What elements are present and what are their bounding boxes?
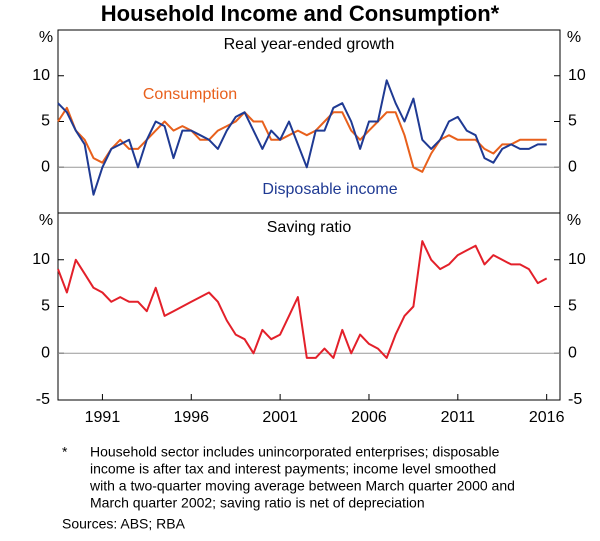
series-line — [57, 240, 548, 359]
y-tick-label: 0 — [41, 158, 50, 175]
series-line — [57, 106, 547, 173]
sources: Sources: ABS; RBA — [62, 516, 186, 532]
x-tick-label: 1991 — [85, 409, 121, 426]
y-unit: % — [39, 29, 53, 46]
series-label: Disposable income — [262, 181, 397, 198]
y-tick-label: -5 — [36, 391, 50, 408]
chart-title: Household Income and Consumption* — [101, 1, 500, 26]
y-tick-label: 10 — [568, 251, 586, 268]
series-label: Consumption — [143, 86, 237, 103]
footnote-marker: * — [62, 444, 68, 460]
footnote-line: with a two-quarter moving average betwee… — [89, 478, 515, 494]
y-tick-label: 5 — [41, 113, 50, 130]
y-tick-label: 5 — [568, 298, 577, 315]
x-tick-label: 2006 — [351, 409, 387, 426]
y-tick-label: -5 — [568, 391, 582, 408]
panel-title: Real year-ended growth — [224, 36, 395, 53]
footnote-line: Household sector includes unincorporated… — [90, 444, 500, 460]
footnote-line: income is after tax and interest payment… — [90, 461, 496, 477]
footnote-line: March quarter 2002; saving ratio is net … — [90, 495, 425, 511]
y-tick-label: 0 — [41, 344, 50, 361]
x-tick-label: 1996 — [173, 409, 209, 426]
y-tick-label: 5 — [568, 113, 577, 130]
y-unit: % — [39, 212, 53, 229]
y-tick-label: 10 — [32, 251, 50, 268]
x-tick-label: 2016 — [529, 409, 565, 426]
y-unit: % — [567, 29, 581, 46]
series-line — [57, 79, 547, 196]
x-tick-label: 2001 — [262, 409, 298, 426]
panel-title: Saving ratio — [267, 219, 352, 236]
y-unit: % — [567, 212, 581, 229]
y-tick-label: 5 — [41, 298, 50, 315]
y-tick-label: 0 — [568, 344, 577, 361]
y-tick-label: 10 — [32, 67, 50, 84]
y-tick-label: 10 — [568, 67, 586, 84]
panel-frame — [57, 212, 561, 401]
x-tick-label: 2011 — [441, 409, 476, 426]
y-tick-label: 0 — [568, 158, 577, 175]
